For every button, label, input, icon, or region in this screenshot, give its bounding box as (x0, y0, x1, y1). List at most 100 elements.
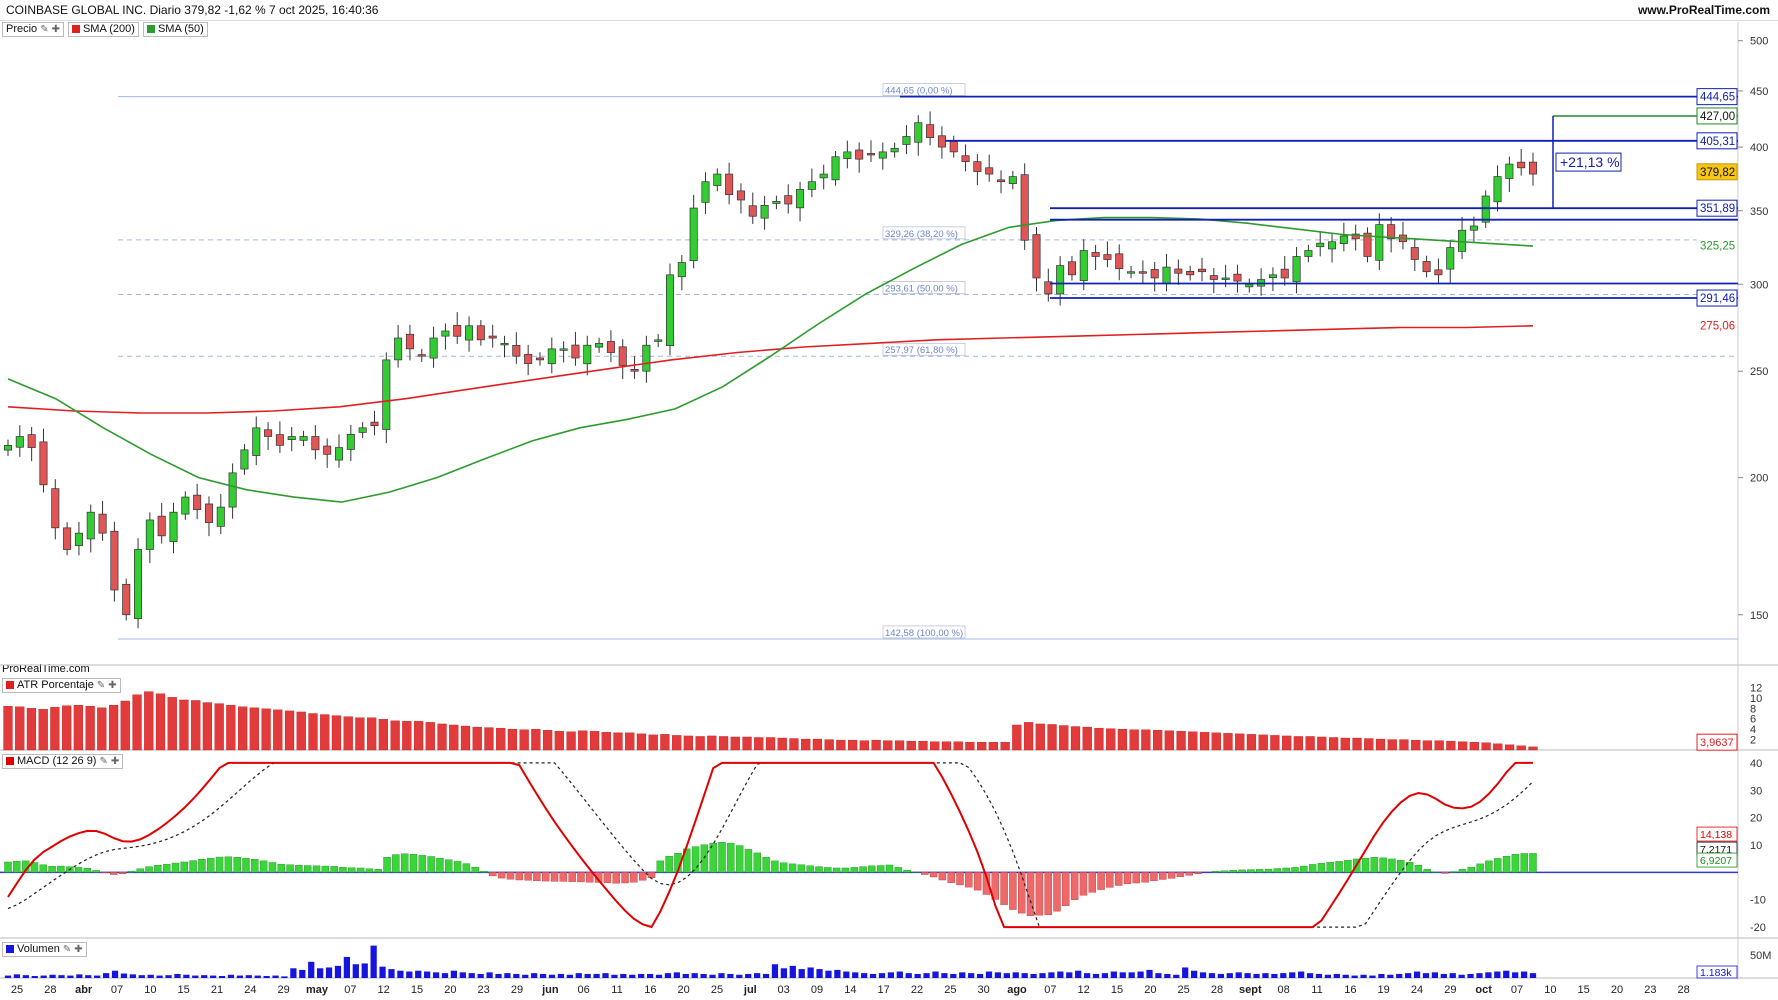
atr-bar (261, 708, 271, 751)
volume-bar (325, 967, 333, 978)
measure-box (1555, 152, 1622, 172)
plus-icon[interactable]: ✚ (74, 943, 83, 955)
atr-bar (566, 731, 576, 751)
volume-bar (941, 973, 948, 978)
macd-histogram-bar (1000, 872, 1008, 905)
macd-histogram-bar (718, 842, 726, 873)
wrench-icon[interactable]: ✎ (40, 23, 49, 35)
candle-body (500, 343, 509, 346)
macd-histogram-bar (145, 866, 153, 873)
candle-body (890, 147, 899, 153)
volume-bar (1378, 973, 1385, 978)
atr-bar (519, 729, 529, 751)
legend-sma50[interactable]: SMA (50) (142, 21, 208, 37)
plus-icon[interactable]: ✚ (51, 23, 60, 35)
volume-bar (263, 975, 270, 978)
macd-histogram-bar (259, 860, 268, 873)
candle-body (772, 200, 781, 204)
macd-histogram-bar (286, 864, 294, 873)
atr-bar (660, 734, 670, 751)
volume-bar (593, 973, 600, 978)
volume-tick-label: 50M (1750, 950, 1771, 962)
macd-histogram-bar (356, 867, 365, 873)
volume-bar (513, 973, 520, 978)
macd-histogram-bar (1194, 872, 1202, 874)
price-tag-label: 444,65 (1700, 92, 1735, 104)
site-name[interactable]: www.ProRealTime.com (1637, 3, 1770, 17)
atr-bar (167, 697, 177, 751)
plus-icon[interactable]: ✚ (108, 679, 117, 691)
legend-volume-label: Volumen (17, 943, 60, 955)
atr-bar (1012, 724, 1022, 751)
atr-tick-label: 6 (1750, 714, 1756, 726)
x-tick-label: 25 (944, 984, 956, 996)
volume-bar (370, 945, 377, 978)
macd-histogram-bar (74, 867, 83, 873)
legend-atr[interactable]: ATR Porcentaje ✎ ✚ (2, 677, 121, 693)
volume-bar (664, 973, 672, 978)
x-tick-label: 10 (1544, 984, 1556, 996)
x-tick-label: 23 (478, 984, 490, 996)
candle-body (1505, 163, 1514, 179)
candle-body (240, 449, 249, 470)
volume-bar (1119, 972, 1126, 978)
price-tag-label: 351,89 (1700, 203, 1735, 215)
macd-histogram-bar (400, 853, 409, 873)
wrench-icon[interactable]: ✎ (96, 679, 106, 691)
candle-body (843, 151, 852, 159)
x-tick-label: abr (75, 984, 93, 996)
volume-bar (129, 974, 136, 978)
atr-bar (636, 733, 647, 751)
macd-histogram-bar (374, 869, 382, 873)
volume-bar (557, 973, 565, 978)
macd-histogram-bar (1150, 872, 1158, 882)
macd-histogram-bar (383, 857, 391, 873)
macd-histogram-bar (171, 862, 180, 873)
volume-bar (1431, 972, 1439, 978)
candle-body (725, 173, 734, 196)
atr-bar (754, 737, 764, 751)
volume-bar (754, 973, 761, 978)
candle-body (1339, 235, 1348, 244)
macd-histogram-bar (497, 872, 506, 879)
candle-body (429, 337, 438, 359)
legend-macd[interactable]: MACD (12 26 9) ✎ ✚ (2, 753, 124, 769)
macd-histogram-bar (1053, 872, 1061, 912)
macd-histogram-bar (982, 872, 991, 895)
fibonacci-label: 444,65 (0,00 %) (885, 86, 953, 97)
atr-bar (238, 706, 248, 751)
x-tick-label: 14 (844, 984, 856, 996)
x-tick-label: 22 (911, 984, 923, 996)
candle-body (157, 515, 166, 537)
macd-histogram-last-value-box (1696, 852, 1738, 868)
macd-histogram-bar (180, 861, 189, 873)
atr-bar (425, 722, 435, 751)
macd-histogram-bar (956, 872, 964, 886)
macd-histogram-bar (815, 866, 823, 873)
atr-bar (273, 709, 283, 751)
atr-bar (1481, 742, 1491, 751)
volume-bar (1217, 973, 1224, 978)
legend-volume[interactable]: Volumen ✎ ✚ (2, 941, 87, 957)
atr-bar (859, 740, 869, 751)
candle-body (287, 436, 296, 440)
x-tick-label: 20 (1144, 984, 1156, 996)
legend-sma200[interactable]: SMA (200) (67, 21, 139, 37)
candle-body (666, 274, 675, 346)
macd-histogram-bar (735, 845, 744, 873)
plus-icon[interactable]: ✚ (110, 755, 120, 767)
volume-bar (1182, 967, 1189, 978)
candle-body (27, 434, 36, 448)
x-tick-label: 16 (1344, 984, 1356, 996)
candle-body (465, 325, 474, 341)
wrench-icon[interactable]: ✎ (99, 755, 108, 767)
macd-histogram-bar (1229, 869, 1238, 873)
volume-bar (218, 975, 226, 978)
macd-histogram-bar (894, 867, 903, 873)
wrench-icon[interactable]: ✎ (62, 943, 72, 955)
macd-histogram-bar (647, 872, 656, 879)
price-tag-box (1696, 289, 1738, 307)
legend-price[interactable]: Precio ✎ ✚ (2, 21, 64, 37)
candle-body (1328, 241, 1337, 250)
